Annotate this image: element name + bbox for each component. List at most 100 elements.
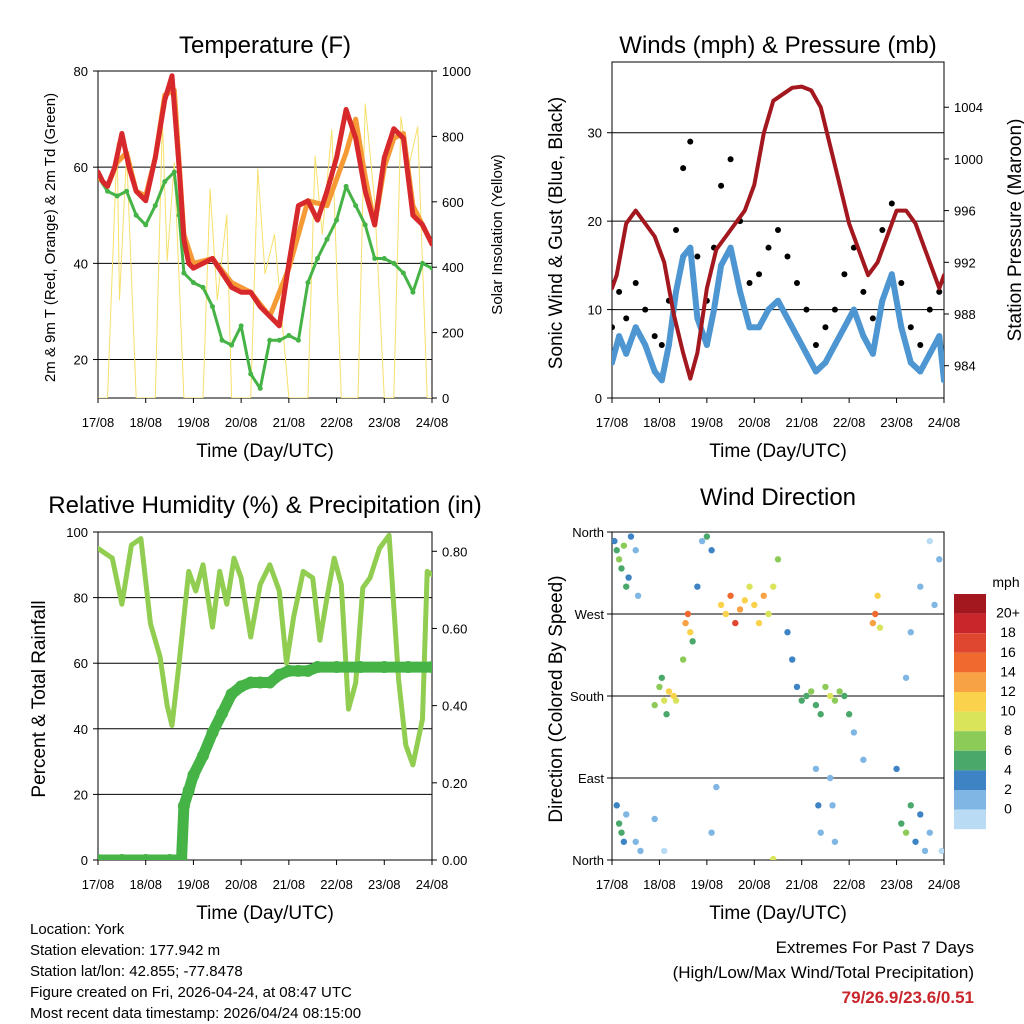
gust-point [869,315,876,322]
y-tick-label: 60 [74,160,88,175]
colorbar-swatch [954,809,986,830]
gust-point [727,156,734,163]
gust-point [822,324,829,331]
wind_direction-xlabel: Time (Day/UTC) [709,903,847,924]
direction-point [907,802,914,809]
precipitation-point [182,784,195,797]
wind_direction-ylabel: Direction (Colored By Speed) [546,575,567,822]
precipitation-line [98,661,432,860]
dewpoint-point [343,183,349,189]
gust-point [926,306,933,313]
precipitation-point [175,854,188,860]
dewpoint-point [171,169,177,175]
x-tick-label: 18/08 [129,415,162,430]
precipitation-point [235,680,248,693]
dewpoint-point [143,222,149,228]
temp-9m-line [98,87,432,319]
precipitation-point [282,664,295,677]
winds-y2label: Station Pressure (Maroon) [1005,119,1024,342]
colorbar-label: 18 [1000,624,1016,640]
precipitation-point [301,664,314,677]
precipitation-point [330,661,343,674]
wind-point [658,377,665,384]
x-tick-label: 23/08 [368,877,401,892]
colorbar-swatch [954,731,986,751]
wind_direction-title: Wind Direction [700,484,856,511]
dewpoint-point [419,260,425,266]
precipitation-point [196,749,209,762]
y-tick-label: North [572,525,604,540]
gust-point [841,271,848,278]
x-tick-label: 22/08 [320,877,353,892]
gust-point [765,244,772,251]
colorbar-label: 8 [1004,722,1012,738]
x-tick-label: 19/08 [177,415,210,430]
colorbar-swatch [954,750,986,771]
temperature-title: Temperature (F) [179,32,351,59]
y-tick-label: 40 [74,722,88,737]
precipitation-point [225,688,238,701]
gust-point [803,306,810,313]
dewpoint-point [124,188,130,194]
direction-point [708,547,715,554]
wind-point [917,368,924,375]
direction-point [770,855,777,860]
winds-xlabel: Time (Day/UTC) [709,441,847,462]
wind-point [687,244,694,251]
direction-point [613,802,620,809]
y2-tick-label: 0 [442,391,449,406]
colorbar-label: 2 [1004,781,1012,797]
gust-point [936,288,943,295]
winds-title: Winds (mph) & Pressure (mb) [619,32,936,59]
info-recent: Most recent data timestamp: 2026/04/24 0… [30,1005,362,1022]
gust-point [642,306,649,313]
dewpoint-point [362,222,368,228]
x-tick-label: 24/08 [416,877,449,892]
direction-point [917,583,924,590]
direction-point [817,711,824,718]
humidity-title: Relative Humidity (%) & Precipitation (i… [48,492,481,519]
temperature-y2label: Solar Insolation (Yellow) [489,154,506,314]
dewpoint-point [181,270,187,276]
x-tick-label: 23/08 [880,415,913,430]
dewpoint-point [248,371,254,377]
y-tick-label: 20 [74,787,88,802]
dewpoint-point [295,337,301,343]
x-tick-label: 17/08 [82,877,115,892]
gust-point [680,165,687,172]
colorbar-label: 14 [1000,663,1016,679]
x-tick-label: 18/08 [643,415,676,430]
y-tick-label: 60 [74,656,88,671]
direction-point [836,688,843,695]
extremes-title: Extremes For Past 7 Days [775,938,974,957]
direction-point [634,592,642,599]
direction-point [898,820,905,827]
colorbar-swatch [954,652,986,673]
dewpoint-point [257,385,263,391]
precipitation-point [354,661,367,674]
wind-point [907,359,914,366]
dewpoint-point [353,203,359,209]
y-tick-label: 30 [588,126,602,141]
wind-point [879,297,886,304]
y-tick-label: 20 [74,353,88,368]
wind-point [651,368,658,375]
wind-point [793,333,800,340]
y2-tick-label: 984 [954,359,976,374]
info-elevation: Station elevation: 177.942 m [30,942,221,959]
wind-point [812,368,819,375]
direction-point [893,765,900,773]
y-tick-label: 0 [595,391,602,406]
wind-point [841,324,848,331]
x-tick-label: 19/08 [177,877,210,892]
gust-point [651,333,658,340]
direction-point [679,656,687,663]
x-tick-label: 18/08 [643,877,676,892]
wind-point [710,306,717,313]
wind-point [616,333,623,340]
wind-point [765,306,772,313]
direction-point [658,674,665,681]
direction-point [831,838,839,845]
gust-point [718,182,725,189]
precipitation-point [98,854,104,860]
